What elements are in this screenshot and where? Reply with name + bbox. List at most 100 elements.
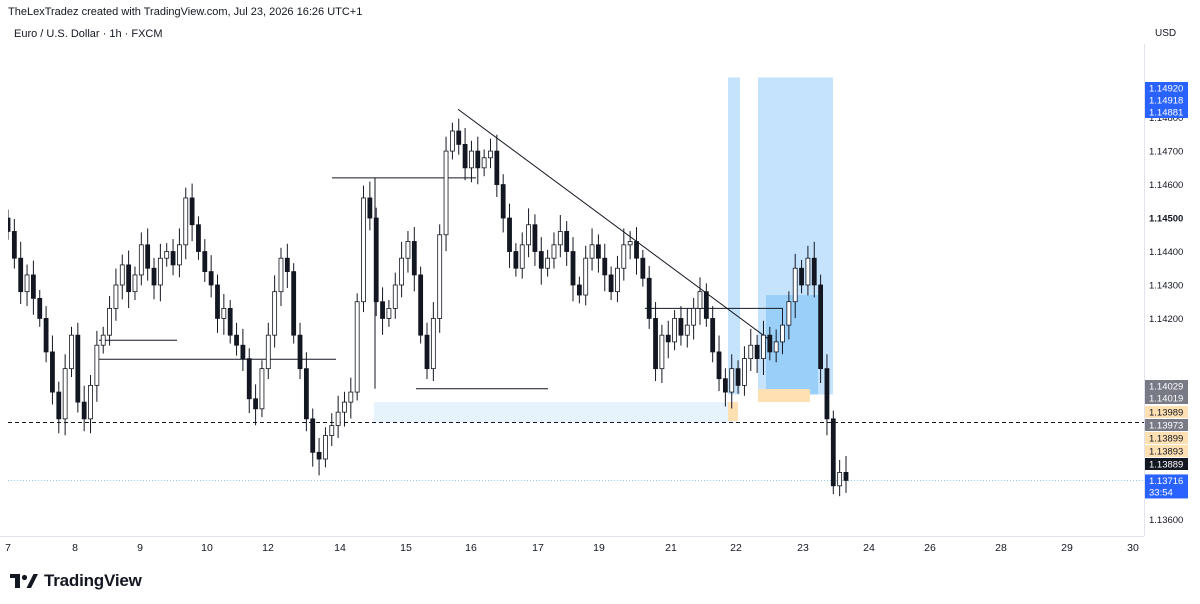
candle-body [507,217,512,252]
date-tick-label: 8 [72,542,78,554]
candle [780,308,785,355]
candle [615,255,620,303]
candle [665,320,671,359]
current-price-tag [1145,474,1188,499]
candle-body [208,271,214,286]
candle [37,290,43,327]
candle-body [703,291,709,319]
candle-body [316,451,322,460]
candle-body [37,297,43,319]
date-axis[interactable]: 7 8 9 10 12 14 15 16 17 19 21 22 23 24 26 28 29 30 [0,536,1144,561]
candle-body [291,271,297,336]
candle-body [754,344,760,360]
candle [722,368,728,407]
candle [583,245,589,306]
candle [246,348,252,414]
chart-pane[interactable] [5,44,1145,536]
candle [303,352,309,432]
candle-body [519,244,525,269]
date-tick-label: 7 [5,542,11,554]
candle [697,277,703,325]
candle [329,413,335,446]
candle-body [348,391,354,403]
candle-body [799,267,804,286]
candle-body [792,267,798,303]
candle [716,335,722,392]
date-tick-label: 16 [465,542,477,554]
candle [551,232,557,269]
candle-body [602,257,608,276]
chart-svg[interactable] [5,44,1144,536]
candle-body [551,244,557,259]
candle-body [18,257,24,293]
candle [196,216,201,260]
demand-zone [374,402,736,423]
candle-body [5,217,11,232]
price-label-bg [1145,432,1188,444]
candle [373,207,379,317]
candle [138,232,144,286]
footer-logo[interactable]: TradingView [10,568,142,594]
candle [462,128,468,181]
date-tick-label: 15 [400,542,412,554]
candle [240,328,246,371]
price-axis[interactable]: USD 1.14800 1.14700 1.14600 1.14500 1.14400 1… [1145,18,1200,536]
candle-body [342,401,347,413]
candle [399,241,405,298]
candle [773,329,779,363]
candle-body [177,244,182,266]
candle [526,208,531,258]
price-label-bg [1145,419,1188,431]
candle-body [329,425,335,436]
price-label: 1.14918 [1149,96,1183,107]
candle [754,334,760,374]
candle-body [335,411,341,426]
date-tick-label: 21 [665,542,677,554]
price-label-bg [1145,94,1188,106]
candle-body [430,318,436,370]
date-axis-svg: 7 8 9 10 12 14 15 16 17 19 21 22 23 24 26 28 29 30 [5,542,1139,554]
candle-body [811,257,817,286]
candle-body [43,318,49,353]
price-label: 1.14019 [1149,394,1183,405]
candle [456,118,462,155]
candle-body [456,130,462,145]
candle-body [145,244,151,269]
candle [30,260,36,315]
candle-body [215,284,220,319]
candle [367,181,373,231]
candle-body [557,231,563,246]
candle-body [462,144,468,169]
candle-body [646,277,652,319]
candle-body [126,264,132,293]
candle [424,322,430,380]
date-tick-label: 17 [532,542,544,554]
candle-body [742,358,747,386]
candle-body [722,378,728,393]
candle [100,326,106,354]
candle [411,227,417,292]
price-axis-currency[interactable]: USD [1155,28,1177,39]
candle-body [627,241,633,246]
symbol-label[interactable]: Euro / U.S. Dollar · 1h · FXCM [14,28,163,40]
candle [684,308,690,348]
candle-body [621,244,627,269]
candle [557,215,563,258]
candle [786,291,792,340]
candle [824,354,830,436]
candle-body [843,472,849,481]
candle-body [449,130,455,152]
candle-body [678,318,684,336]
candle [221,294,227,335]
candle [659,324,665,384]
price-tick-label: 1.14300 [1149,280,1183,291]
candle [621,228,627,281]
candle-body [564,231,570,252]
candle [316,437,322,476]
candle-body [88,384,93,420]
candle [519,232,525,279]
candle-body [30,274,36,299]
price-tick-label: 1.14600 [1149,180,1183,191]
candle-body [837,472,843,487]
candle [792,253,798,319]
